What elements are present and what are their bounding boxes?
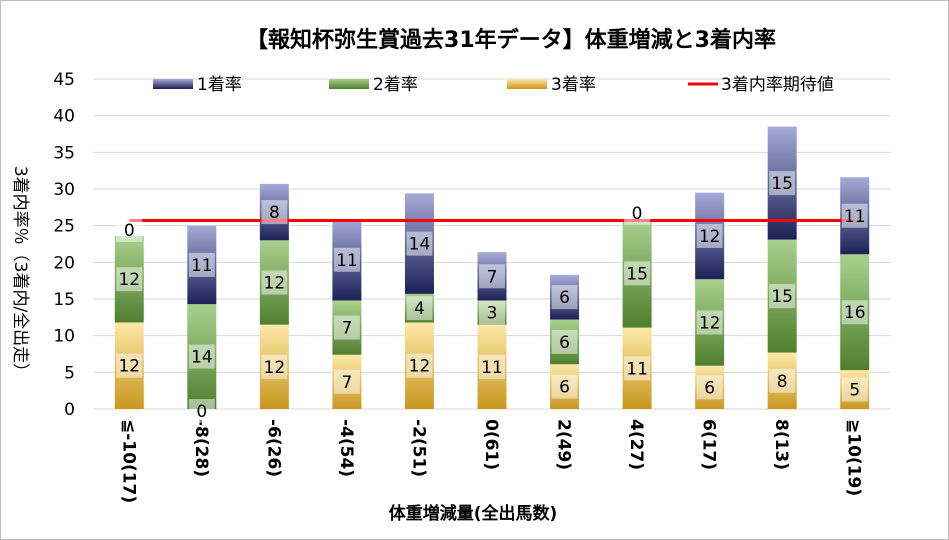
- data-label-bg: [406, 353, 433, 378]
- data-label-bg: [116, 267, 143, 292]
- data-label: 14: [409, 235, 431, 255]
- y-tick-label: 0: [64, 400, 75, 420]
- data-label-bg: [624, 356, 651, 381]
- data-label-bg: [841, 377, 868, 402]
- data-label: 12: [118, 357, 140, 377]
- data-label: 11: [481, 358, 503, 378]
- data-label: 6: [704, 378, 715, 398]
- data-label-bg: [188, 344, 215, 369]
- data-label: 14: [191, 348, 213, 368]
- x-tick-label: ≦-10(17): [118, 419, 138, 503]
- data-label-bg: [479, 354, 505, 379]
- x-axis-title: 体重増減量(全出馬数): [389, 503, 558, 524]
- y-axis-title: 3着内率％（3着内/全出走）: [10, 166, 30, 380]
- y-tick-label: 10: [53, 327, 75, 347]
- data-label: 6: [559, 378, 570, 398]
- data-label: 12: [699, 227, 721, 247]
- data-label-bg: [696, 223, 723, 248]
- data-label: 12: [264, 274, 286, 294]
- data-label-bg: [769, 284, 796, 309]
- data-label-bg: [769, 171, 796, 196]
- chart-title: 【報知杯弥生賞過去31年データ】体重増減と3着内率: [246, 27, 776, 53]
- data-label: 12: [264, 358, 286, 378]
- data-label-bg: [479, 300, 505, 325]
- x-tick-label: 6(17): [699, 419, 719, 470]
- y-tick-label: 25: [53, 217, 75, 237]
- x-tick-label: -4(54): [336, 419, 356, 477]
- y-tick-label: 15: [53, 290, 75, 310]
- data-label-bg: [479, 264, 505, 289]
- data-label: 12: [118, 270, 140, 290]
- x-tick-label: 8(13): [771, 419, 791, 470]
- data-label-bg: [188, 399, 215, 423]
- data-label: 4: [414, 299, 425, 319]
- legend-label: 2着率: [373, 75, 418, 95]
- legend-label: 3着率: [551, 75, 596, 95]
- data-label-bg: [406, 231, 433, 256]
- data-label: 8: [269, 203, 280, 223]
- data-label: 11: [626, 359, 648, 379]
- data-label: 7: [341, 373, 352, 393]
- x-tick-label: -2(51): [408, 419, 428, 477]
- data-label-bg: [261, 200, 288, 225]
- data-label: 15: [771, 287, 793, 307]
- data-label: 11: [844, 207, 866, 227]
- y-tick-label: 5: [64, 363, 75, 383]
- data-label: 15: [626, 264, 648, 284]
- y-tick-label: 35: [53, 143, 75, 163]
- data-label: 8: [777, 372, 788, 392]
- x-tick-label: 0(61): [481, 419, 501, 470]
- data-label-bg: [116, 217, 143, 242]
- data-label: 3: [487, 304, 498, 324]
- data-label: 16: [844, 303, 866, 323]
- data-label-bg: [261, 354, 288, 379]
- y-tick-label: 40: [53, 107, 75, 127]
- data-label-bg: [769, 368, 796, 393]
- data-label-bg: [624, 261, 651, 286]
- data-label-bg: [116, 353, 143, 378]
- data-label: 6: [559, 333, 570, 353]
- data-label: 6: [559, 288, 570, 308]
- data-label: 0: [196, 402, 207, 422]
- data-label: 11: [191, 256, 213, 276]
- data-label: 11: [336, 251, 358, 271]
- data-label-bg: [333, 369, 360, 394]
- data-label-bg: [696, 310, 723, 335]
- data-label: 0: [124, 221, 135, 241]
- x-tick-label: -6(26): [263, 419, 283, 477]
- x-tick-label: ≧10(19): [844, 419, 864, 496]
- x-tick-label: 2(49): [554, 419, 574, 470]
- data-label-bg: [333, 315, 360, 340]
- data-label-bg: [696, 375, 723, 400]
- data-label: 7: [341, 319, 352, 339]
- data-label-bg: [624, 201, 651, 226]
- data-label: 12: [699, 313, 721, 333]
- y-tick-label: 45: [53, 70, 75, 90]
- y-tick-label: 20: [53, 253, 75, 273]
- data-label: 12: [409, 357, 431, 377]
- data-label-bg: [261, 270, 288, 295]
- data-label: 5: [849, 381, 860, 401]
- data-label-bg: [551, 329, 578, 354]
- data-label-bg: [841, 300, 868, 325]
- y-tick-label: 30: [53, 180, 75, 200]
- data-label-bg: [406, 296, 433, 321]
- legend-label: 1着率: [197, 75, 242, 95]
- legend-swatch: [507, 79, 547, 89]
- data-label: 7: [487, 267, 498, 287]
- data-label-bg: [551, 285, 578, 310]
- data-label-bg: [551, 374, 578, 399]
- x-tick-label: -8(28): [191, 419, 211, 477]
- data-label-bg: [333, 247, 360, 272]
- legend-swatch: [153, 79, 193, 89]
- data-label: 15: [771, 174, 793, 194]
- x-tick-label: 4(27): [626, 419, 646, 470]
- legend-swatch: [329, 79, 369, 89]
- data-label-bg: [841, 203, 868, 228]
- data-label: 0: [632, 204, 643, 224]
- data-label-bg: [188, 252, 215, 277]
- legend-label: 3着内率期待値: [721, 75, 834, 95]
